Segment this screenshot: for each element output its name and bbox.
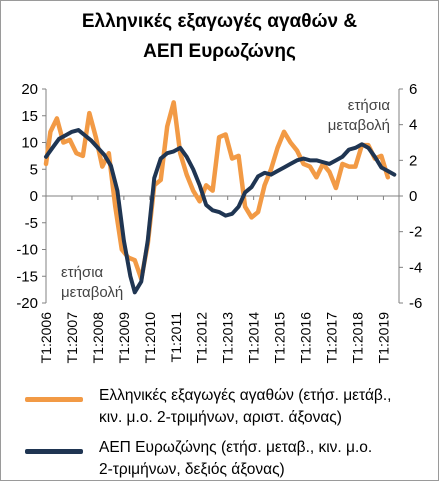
right-axis-tick-label: 0 — [409, 188, 417, 205]
left-axis-label-line-1: ετήσια — [61, 264, 104, 281]
x-axis-tick-label: T1:2010 — [142, 312, 158, 364]
left-axis-tick-label: 20 — [21, 81, 38, 98]
legend: Ελληνικές εξαγωγές αγαθών (ετήσ. μετάβ.,… — [15, 385, 435, 489]
legend-label-gdp: ΑΕΠ Ευρωζώνης (ετήσ. μεταβ., κιν. μ.ο. 2… — [99, 439, 373, 478]
x-axis-tick-label: T1:2011 — [168, 312, 184, 363]
legend-item-gdp: ΑΕΠ Ευρωζώνης (ετήσ. μεταβ., κιν. μ.ο. 2… — [15, 437, 435, 485]
chart-title: Ελληνικές εξαγωγές αγαθών & ΑΕΠ Ευρωζώνη… — [1, 7, 438, 67]
left-axis-tick-label: -20 — [16, 295, 38, 312]
right-axis-tick-label: 4 — [409, 117, 417, 134]
x-axis-tick-label: T1:2006 — [38, 312, 54, 364]
right-axis-tick-label: 2 — [409, 152, 417, 169]
left-axis-tick-label: 0 — [30, 188, 38, 205]
left-axis-tick-label: 15 — [21, 108, 38, 125]
x-axis-tick-label: T1:2008 — [90, 312, 106, 364]
x-axis-tick-label: T1:2009 — [116, 312, 132, 364]
right-axis-tick-label: -6 — [409, 295, 422, 312]
x-axis-tick-label: T1:2019 — [375, 312, 391, 364]
left-axis-tick-label: 10 — [21, 135, 38, 152]
right-axis-tick-label: -2 — [409, 224, 422, 241]
x-axis-tick-label: T1:2018 — [349, 312, 365, 364]
legend-label-exports: Ελληνικές εξαγωγές αγαθών (ετήσ. μετάβ.,… — [99, 387, 392, 426]
legend-item-exports: Ελληνικές εξαγωγές αγαθών (ετήσ. μετάβ.,… — [15, 385, 435, 433]
chart-title-line-2: ΑΕΠ Ευρωζώνης — [143, 41, 296, 62]
left-axis-tick-label: -15 — [16, 268, 38, 285]
chart-title-line-1: Ελληνικές εξαγωγές αγαθών & — [81, 11, 358, 32]
right-axis-label-line-2: μεταβολή — [328, 117, 390, 134]
series-line-exports — [43, 100, 391, 282]
left-axis-label-line-2: μεταβολή — [61, 284, 123, 301]
legend-swatch-gdp — [25, 449, 83, 454]
right-axis-tick-label: 6 — [409, 81, 417, 98]
left-axis-tick-label: -10 — [16, 242, 38, 259]
right-axis-label-line-1: ετήσια — [348, 97, 391, 114]
x-axis-tick-label: T1:2017 — [324, 312, 340, 364]
x-axis-tick-label: T1:2016 — [298, 312, 314, 364]
x-axis-tick-label: T1:2015 — [272, 312, 288, 364]
x-axis-tick-label: T1:2007 — [64, 312, 80, 364]
right-axis-tick-label: -4 — [409, 259, 422, 276]
left-axis-tick-label: -5 — [25, 215, 38, 232]
series-line-gdp — [44, 128, 397, 295]
x-axis-tick-label: T1:2014 — [246, 312, 262, 364]
legend-swatch-exports — [25, 397, 83, 402]
x-axis-tick-label: T1:2013 — [220, 312, 236, 364]
left-axis-tick-label: 5 — [30, 161, 38, 178]
x-axis-tick-label: T1:2012 — [194, 312, 210, 364]
